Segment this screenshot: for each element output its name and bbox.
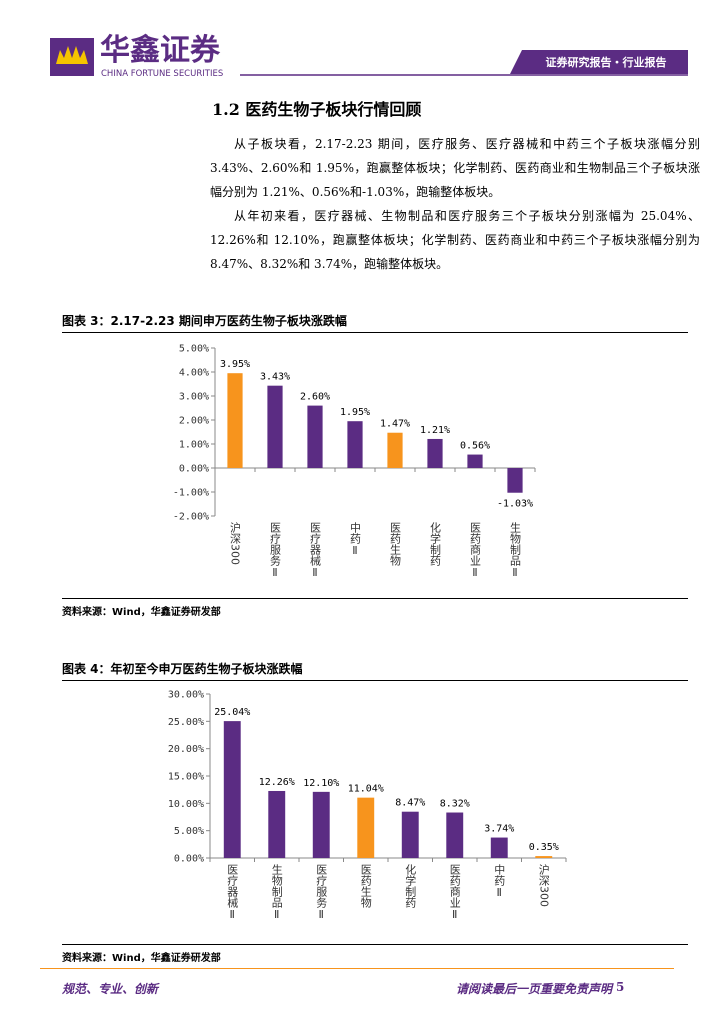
bar [535, 856, 553, 858]
bar [267, 385, 283, 468]
value-label: 1.47% [380, 419, 410, 430]
value-label: 8.32% [440, 799, 470, 810]
paragraph: 从年初来看，医疗器械、生物制品和医疗服务三个子板块分别涨幅为 25.04%、12… [210, 209, 700, 271]
value-label: 8.47% [395, 798, 425, 809]
x-tick-label: 医药商业Ⅱ [448, 864, 461, 921]
footer-slogan: 规范、专业、创新 [62, 982, 159, 996]
x-tick-label: 化学制药 [404, 863, 417, 909]
bar [467, 454, 483, 468]
y-tick-label: 15.00% [168, 772, 204, 783]
paragraph: 从子板块看，2.17-2.23 期间，医疗服务、医疗器械和中药三个子板块涨幅分别… [210, 137, 700, 199]
y-tick-label: 0.00% [174, 854, 204, 865]
y-tick-label: 2.00% [179, 416, 209, 427]
y-tick-label: 30.00% [168, 690, 204, 701]
x-tick-label: 中药Ⅱ [493, 864, 506, 899]
bar [268, 790, 286, 858]
bar [227, 373, 243, 468]
value-label: 0.35% [529, 842, 559, 853]
value-label: 11.04% [348, 784, 384, 795]
y-tick-label: 3.00% [179, 392, 209, 403]
x-tick-label: 生物制品Ⅱ [509, 521, 522, 579]
y-tick-label: 5.00% [174, 826, 204, 837]
bar [307, 405, 323, 468]
bar [446, 812, 464, 858]
x-tick-label: 生物制品Ⅱ [270, 863, 283, 921]
y-tick-label: 20.00% [168, 744, 204, 755]
bar [490, 837, 508, 858]
chart: 5.00% 4.00% 3.00% 2.00% 1.00% 0.00% -1.00% -2.0… [173, 344, 536, 579]
bar [223, 721, 241, 858]
value-label: -1.03% [497, 499, 533, 510]
x-tick-label: 沪深300 [229, 521, 242, 565]
chart-source: 资料来源：Wind，华鑫证券研发部 [62, 944, 688, 964]
y-tick-label: 4.00% [179, 368, 209, 379]
y-tick-label: 25.00% [168, 717, 204, 728]
y-tick-label: 1.00% [179, 440, 209, 451]
bar [347, 421, 363, 468]
x-tick-label: 医疗服务Ⅱ [269, 522, 282, 579]
chart-source: 资料来源：Wind，华鑫证券研发部 [62, 598, 688, 618]
logo [50, 38, 94, 76]
x-tick-label: 医疗器械Ⅱ [309, 522, 322, 579]
value-label: 1.21% [420, 425, 450, 436]
bar [387, 432, 403, 468]
header: 华鑫证券 CHINA FORTUNE SECURITIES 证券研究报告・行业报… [50, 33, 688, 79]
footer-disclaimer: 请阅读最后一页重要免责声明 [455, 982, 612, 996]
chart: 30.00% 25.00% 20.00% 15.00% 10.00% 5.00% 0.00%… [168, 690, 567, 921]
value-label: 12.10% [303, 778, 339, 789]
logo-icon [56, 46, 88, 64]
y-tick-label: 10.00% [168, 799, 204, 810]
value-label: 3.95% [220, 359, 250, 370]
y-tick-label: 5.00% [179, 344, 209, 355]
x-tick-label: 医疗器械Ⅱ [226, 864, 239, 921]
report-type: 证券研究报告・行业报告 [546, 55, 667, 69]
footer-rule [40, 968, 674, 969]
company-name-en: CHINA FORTUNE SECURITIES [101, 69, 223, 79]
value-label: 1.95% [340, 407, 370, 418]
x-tick-label: 医药生物 [389, 522, 402, 566]
x-tick-label: 中药Ⅱ [349, 522, 362, 557]
value-label: 2.60% [300, 392, 330, 403]
company-name: 华鑫证券 [100, 33, 221, 68]
bar [357, 797, 375, 858]
chart-title: 图表 3：2.17-2.23 期间申万医药生物子板块涨跌幅 [62, 312, 688, 333]
chart-title: 图表 4：年初至今申万医药生物子板块涨跌幅 [62, 660, 688, 681]
bar [427, 438, 443, 468]
x-tick-label: 医药生物 [359, 864, 372, 908]
report-tab [510, 50, 688, 74]
x-tick-label: 沪深300 [537, 863, 550, 907]
x-tick-label: 医疗服务Ⅱ [315, 864, 328, 921]
value-label: 12.26% [259, 777, 295, 788]
bar [401, 811, 419, 858]
bar [312, 791, 330, 858]
bar [507, 468, 523, 493]
y-tick-label: -1.00% [173, 488, 209, 499]
value-label: 0.56% [460, 441, 490, 452]
value-label: 25.04% [214, 707, 250, 718]
value-label: 3.74% [484, 824, 514, 835]
value-label: 3.43% [260, 372, 290, 383]
y-tick-label: -2.00% [173, 512, 209, 523]
section-title: 1.2 医药生物子板块行情回顾 [212, 100, 422, 119]
page-number: 5 [616, 980, 625, 994]
x-tick-label: 医药商业Ⅱ [469, 522, 482, 579]
y-tick-label: 0.00% [179, 464, 209, 475]
x-tick-label: 化学制药 [429, 521, 442, 567]
